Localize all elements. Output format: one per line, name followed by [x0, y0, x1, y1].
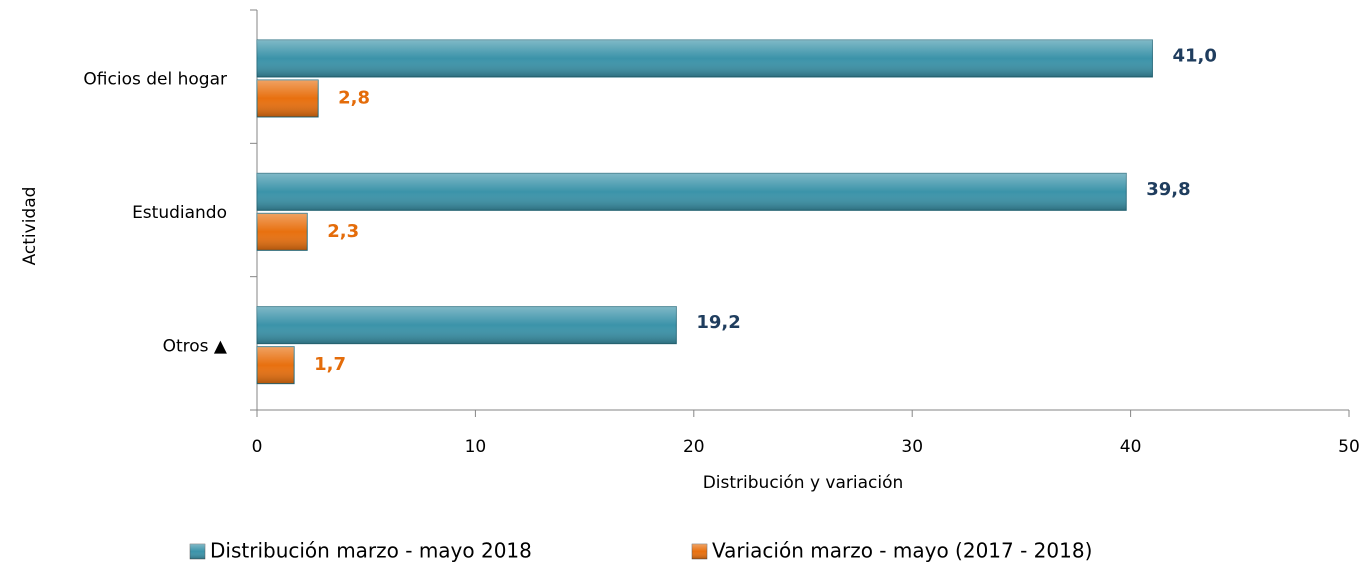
legend-label: Variación marzo - mayo (2017 - 2018) — [712, 539, 1092, 563]
bar-shade — [257, 306, 677, 344]
x-tick-label: 50 — [1338, 437, 1360, 457]
bar-shade — [257, 346, 295, 384]
x-tick-label: 0 — [252, 437, 263, 457]
value-label: 39,8 — [1146, 179, 1190, 200]
value-label: 1,7 — [314, 354, 346, 375]
legend-swatch-shade — [190, 544, 205, 559]
y-tick-label: Oficios del hogar — [83, 70, 227, 90]
bar-shade — [257, 173, 1127, 211]
bar-shade — [257, 80, 319, 117]
y-axis-label: Actividad — [20, 187, 40, 266]
value-label: 19,2 — [696, 312, 740, 333]
y-tick-label: Otros ▲ — [163, 336, 228, 356]
bar-shade — [257, 40, 1153, 77]
x-tick-label: 30 — [901, 437, 923, 457]
y-tick-label: Estudiando — [132, 203, 227, 223]
x-axis-label: Distribución y variación — [703, 473, 904, 493]
legend-label: Distribución marzo - mayo 2018 — [210, 539, 532, 563]
legend-swatch-shade — [692, 544, 707, 559]
value-label: 41,0 — [1172, 46, 1216, 67]
x-tick-label: 10 — [465, 437, 487, 457]
x-tick-label: 20 — [683, 437, 705, 457]
value-label: 2,8 — [338, 88, 370, 109]
x-tick-label: 40 — [1120, 437, 1142, 457]
bar-shade — [257, 213, 308, 251]
value-label: 2,3 — [327, 221, 359, 242]
